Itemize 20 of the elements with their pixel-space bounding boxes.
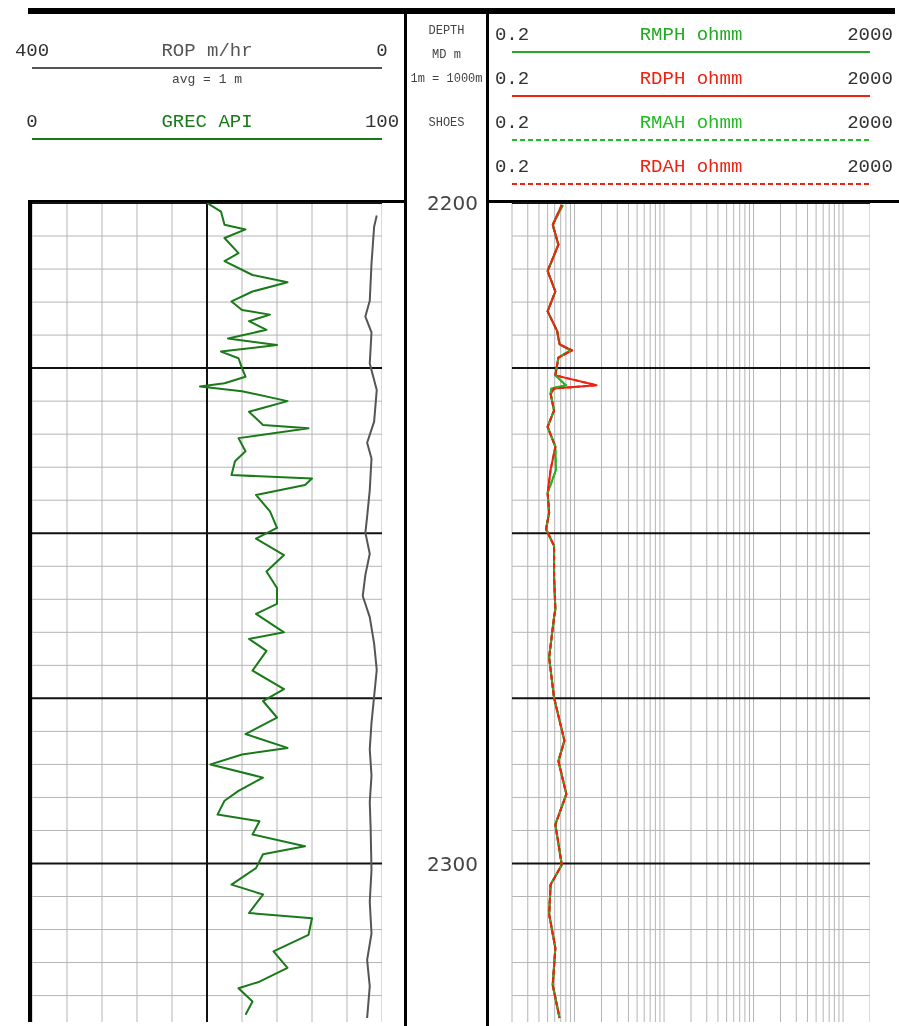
text: DEPTH xyxy=(427,24,466,38)
text: ROP m/hr xyxy=(161,40,253,62)
x-tick-label: 100 xyxy=(364,111,400,133)
text: 0.2 xyxy=(494,68,530,90)
x2-tick-label: 0 xyxy=(376,40,388,62)
text: MD m xyxy=(431,48,462,62)
text: avg = 1 m xyxy=(170,72,244,87)
y-tick-label: 2200 xyxy=(427,191,478,216)
text: 1m = 1000m xyxy=(409,72,484,86)
text: GREC API xyxy=(161,111,253,133)
text: RDPH ohmm xyxy=(639,68,743,90)
text: 2000 xyxy=(847,24,893,46)
text: 2000 xyxy=(847,68,893,90)
text: SHOES xyxy=(427,116,466,130)
y-tick-label: 2300 xyxy=(427,851,478,876)
text: RMAH ohmm xyxy=(639,112,743,134)
text: RMPH ohmm xyxy=(639,24,743,46)
text: RDAH ohmm xyxy=(639,156,743,178)
x2-tick-label: 400 xyxy=(14,40,50,62)
text: 0.2 xyxy=(494,24,530,46)
